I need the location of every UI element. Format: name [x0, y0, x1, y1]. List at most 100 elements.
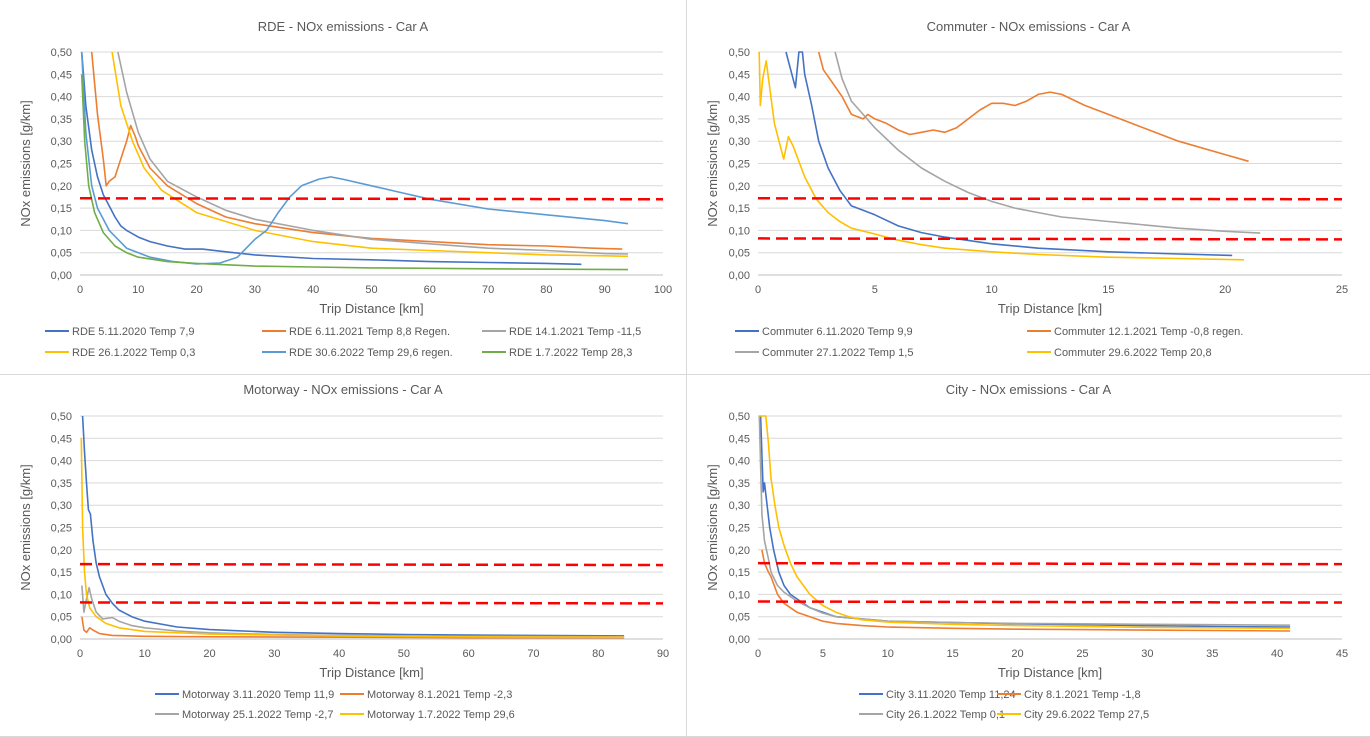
city-chart-panel: City - NOx emissions - Car A 0,00 0,05 0,10…: [687, 375, 1370, 736]
legend-item-motorway-3-11-2020-temp-11-9: Motorway 3.11.2020 Temp 11,9: [155, 689, 334, 701]
legend-label: RDE 6.11.2021 Temp 8,8 Regen.: [289, 326, 450, 338]
y-axis-label: NOx emissions [g/km]: [705, 464, 720, 590]
y-tick-label: 0,25: [729, 523, 750, 535]
y-tick-label: 0,00: [51, 270, 72, 282]
legend-label: Commuter 29.6.2022 Temp 20,8: [1054, 347, 1212, 359]
legend-label: Motorway 1.7.2022 Temp 29,6: [367, 709, 515, 721]
legend-label: Motorway 3.11.2020 Temp 11,9: [182, 689, 334, 701]
x-tick-label: 0: [755, 284, 761, 296]
chart-svg: Motorway - NOx emissions - Car A 0,00 0,05…: [18, 382, 669, 721]
series-line-city-3-11-2020-temp-11-24: [759, 415, 1291, 628]
x-tick-label: 60: [424, 284, 436, 296]
x-tick-label: 40: [1271, 648, 1283, 660]
y-tick-label: 0,50: [729, 411, 750, 423]
x-tick-label: 70: [527, 648, 539, 660]
legend-item-rde-1-7-2022-temp-28-3: RDE 1.7.2022 Temp 28,3: [482, 347, 632, 359]
chart-title: City - NOx emissions - Car A: [946, 382, 1112, 397]
y-tick-label: 0,45: [729, 433, 750, 445]
y-tick-label: 0,35: [51, 478, 72, 490]
chart-svg: Commuter - NOx emissions - Car A 0,00 0,05…: [705, 19, 1348, 359]
series-line-rde-6-11-2021-temp-8-8-regen: [90, 51, 623, 250]
chart-title: Commuter - NOx emissions - Car A: [927, 19, 1131, 34]
x-tick-label: 70: [482, 284, 494, 296]
legend-label: Motorway 25.1.2022 Temp -2,7: [182, 709, 333, 721]
series-line-city-29-6-2022-temp-27-5: [758, 415, 1291, 630]
legend-label: Commuter 12.1.2021 Temp -0,8 regen.: [1054, 326, 1243, 338]
x-tick-label: 25: [1076, 648, 1088, 660]
x-tick-label: 60: [463, 648, 475, 660]
y-tick-label: 0,30: [51, 500, 72, 512]
x-tick-label: 10: [882, 648, 894, 660]
series-line-commuter-29-6-2022-temp-20-8: [758, 51, 1244, 261]
y-tick-label: 0,50: [51, 411, 72, 423]
series-line-rde-5-11-2020-temp-7-9: [80, 51, 582, 266]
legend-label: RDE 5.11.2020 Temp 7,9: [72, 326, 195, 338]
limit-line-1: [757, 600, 1343, 604]
y-tick-label: 0,40: [729, 456, 750, 468]
y-tick-label: 0,20: [51, 545, 72, 557]
y-tick-label: 0,30: [729, 136, 750, 148]
legend-item-rde-30-6-2022-temp-29-6-regen: RDE 30.6.2022 Temp 29,6 regen.: [262, 347, 453, 359]
x-tick-label: 40: [333, 648, 345, 660]
x-tick-label: 15: [1102, 284, 1114, 296]
legend-item-rde-26-1-2022-temp-0-3: RDE 26.1.2022 Temp 0,3: [45, 347, 195, 359]
x-tick-label: 50: [398, 648, 410, 660]
y-tick-label: 0,15: [51, 203, 72, 215]
legend-item-city-26-1-2022-temp-0-1: City 26.1.2022 Temp 0,1: [859, 709, 1005, 721]
series-line-commuter-27-1-2022-temp-1-5: [834, 51, 1261, 234]
legend-label: City 26.1.2022 Temp 0,1: [886, 709, 1005, 721]
legend-item-commuter-27-1-2022-temp-1-5: Commuter 27.1.2022 Temp 1,5: [735, 347, 913, 359]
y-tick-label: 0,15: [51, 567, 72, 579]
series-line-rde-14-1-2021-temp-11-5: [117, 51, 629, 255]
x-axis-label: Trip Distance [km]: [998, 301, 1102, 316]
limit-line-0: [79, 197, 664, 201]
legend-label: Commuter 27.1.2022 Temp 1,5: [762, 347, 913, 359]
y-axis-label: NOx emissions [g/km]: [705, 100, 720, 226]
series-line-rde-1-7-2022-temp-28-3: [80, 74, 629, 271]
x-tick-label: 90: [657, 648, 669, 660]
y-tick-label: 0,00: [51, 634, 72, 646]
y-tick-label: 0,10: [729, 589, 750, 601]
legend-label: RDE 1.7.2022 Temp 28,3: [509, 347, 632, 359]
vertical-divider: [686, 0, 687, 736]
x-tick-label: 0: [755, 648, 761, 660]
y-tick-label: 0,30: [51, 136, 72, 148]
x-tick-label: 0: [77, 284, 83, 296]
legend-item-commuter-12-1-2021-temp-0-8-regen: Commuter 12.1.2021 Temp -0,8 regen.: [1027, 326, 1243, 338]
x-tick-label: 35: [1206, 648, 1218, 660]
y-axis-label: NOx emissions [g/km]: [18, 100, 33, 226]
legend-item-rde-14-1-2021-temp-11-5: RDE 14.1.2021 Temp -11,5: [482, 326, 641, 338]
y-tick-label: 0,20: [729, 545, 750, 557]
chart-title: RDE - NOx emissions - Car A: [258, 19, 429, 34]
limit-line-0: [757, 197, 1343, 201]
series-line-motorway-3-11-2020-temp-11-9: [81, 415, 625, 637]
x-tick-label: 20: [190, 284, 202, 296]
legend-item-commuter-6-11-2020-temp-9-9: Commuter 6.11.2020 Temp 9,9: [735, 326, 913, 338]
horizontal-divider: [0, 374, 1370, 375]
motorway-chart-panel: Motorway - NOx emissions - Car A 0,00 0,05…: [0, 375, 686, 736]
limit-line-1: [79, 601, 664, 605]
y-tick-label: 0,45: [51, 433, 72, 445]
y-tick-label: 0,35: [51, 114, 72, 126]
y-tick-label: 0,25: [729, 159, 750, 171]
x-tick-label: 0: [77, 648, 83, 660]
y-tick-label: 0,15: [729, 203, 750, 215]
y-tick-label: 0,05: [729, 612, 750, 624]
series-line-commuter-6-11-2020-temp-9-9: [785, 51, 1233, 257]
y-tick-label: 0,20: [729, 181, 750, 193]
legend-item-motorway-25-1-2022-temp-2-7: Motorway 25.1.2022 Temp -2,7: [155, 709, 333, 721]
x-tick-label: 90: [599, 284, 611, 296]
series-line-rde-30-6-2022-temp-29-6-regen: [80, 51, 629, 265]
x-tick-label: 40: [307, 284, 319, 296]
limit-line-1: [757, 237, 1343, 241]
chart-svg: City - NOx emissions - Car A 0,00 0,05 0,10…: [705, 382, 1348, 721]
legend-label: RDE 30.6.2022 Temp 29,6 regen.: [289, 347, 453, 359]
limit-line-0: [79, 562, 664, 567]
x-tick-label: 20: [1011, 648, 1023, 660]
rde-chart-panel: RDE - NOx emissions - Car A 0,00 0,05 0,10 0…: [0, 0, 686, 374]
y-tick-label: 0,05: [729, 248, 750, 260]
x-tick-label: 20: [1219, 284, 1231, 296]
x-axis-label: Trip Distance [km]: [319, 301, 423, 316]
legend-item-rde-6-11-2021-temp-8-8-regen: RDE 6.11.2021 Temp 8,8 Regen.: [262, 326, 450, 338]
x-tick-label: 25: [1336, 284, 1348, 296]
